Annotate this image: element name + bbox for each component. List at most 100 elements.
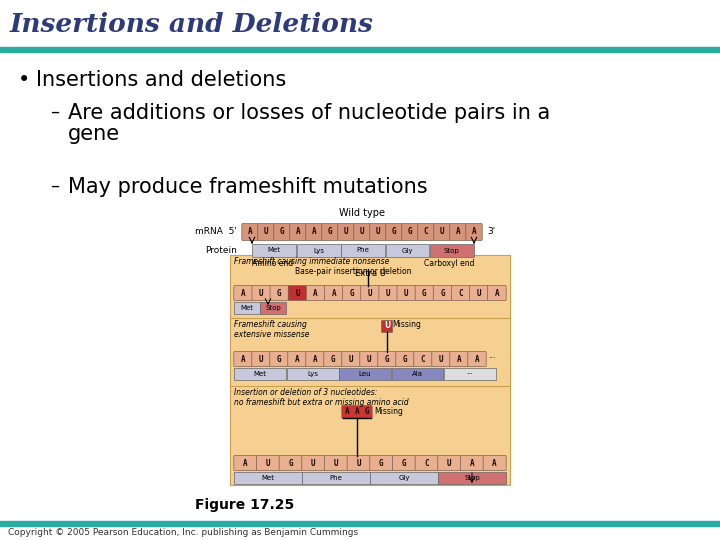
Text: Wild type: Wild type [339, 208, 385, 218]
Bar [385, 244, 429, 256]
Bar [0, 47, 720, 52]
Text: Extra U: Extra U [354, 269, 385, 278]
Text: A: A [345, 408, 349, 416]
Text: G: G [330, 354, 336, 363]
Text: Insertion or deletion of 3 nucleotides:
no frameshift but extra or missing amino: Insertion or deletion of 3 nucleotides: … [234, 388, 409, 407]
Bar [341, 244, 385, 256]
Text: U: U [295, 288, 300, 298]
Text: ···: ··· [467, 371, 473, 377]
FancyBboxPatch shape [361, 286, 379, 300]
FancyBboxPatch shape [343, 286, 361, 300]
Text: Copyright © 2005 Pearson Education, Inc. publishing as Benjamin Cummings: Copyright © 2005 Pearson Education, Inc.… [8, 528, 358, 537]
Text: A: A [248, 227, 252, 237]
Text: A: A [492, 458, 497, 468]
Text: G: G [276, 354, 282, 363]
FancyBboxPatch shape [242, 224, 258, 240]
FancyBboxPatch shape [322, 224, 338, 240]
Bar [234, 302, 260, 314]
FancyBboxPatch shape [461, 456, 484, 470]
FancyBboxPatch shape [252, 352, 270, 367]
Text: A: A [474, 354, 480, 363]
Text: G: G [277, 288, 282, 298]
FancyBboxPatch shape [270, 286, 289, 300]
Text: A: A [355, 408, 359, 416]
Text: Phe: Phe [356, 247, 369, 253]
Text: G: G [365, 408, 369, 416]
FancyBboxPatch shape [342, 352, 360, 367]
FancyBboxPatch shape [379, 286, 397, 300]
FancyBboxPatch shape [370, 224, 386, 240]
Text: U: U [477, 288, 481, 298]
Text: G: G [402, 458, 406, 468]
Text: Frameshift causing
extensive missense: Frameshift causing extensive missense [234, 320, 310, 340]
Text: G: G [422, 288, 427, 298]
FancyBboxPatch shape [415, 286, 433, 300]
Text: Met: Met [261, 475, 274, 481]
Bar [261, 302, 286, 314]
FancyBboxPatch shape [402, 224, 418, 240]
Text: –: – [50, 177, 59, 195]
Text: U: U [404, 288, 408, 298]
Bar [444, 368, 495, 380]
Bar [302, 472, 369, 484]
Text: –: – [50, 103, 59, 121]
Text: U: U [376, 227, 380, 237]
Text: C: C [459, 288, 463, 298]
FancyBboxPatch shape [360, 352, 378, 367]
FancyBboxPatch shape [466, 224, 482, 240]
FancyBboxPatch shape [352, 406, 362, 419]
FancyBboxPatch shape [469, 286, 488, 300]
Text: Figure 17.25: Figure 17.25 [195, 498, 294, 512]
Bar [252, 244, 296, 256]
Text: Missing: Missing [374, 408, 403, 416]
FancyBboxPatch shape [354, 224, 370, 240]
Text: U: U [384, 321, 390, 330]
Bar [0, 521, 720, 526]
Text: Insertions and deletions: Insertions and deletions [36, 70, 287, 90]
Text: Stop: Stop [464, 475, 480, 481]
Text: G: G [402, 354, 408, 363]
Text: 3': 3' [487, 227, 495, 237]
FancyBboxPatch shape [392, 456, 415, 470]
FancyBboxPatch shape [438, 456, 461, 470]
Text: G: G [408, 227, 413, 237]
Text: G: G [288, 458, 293, 468]
Text: A: A [296, 227, 300, 237]
FancyBboxPatch shape [270, 352, 288, 367]
Text: A: A [472, 227, 477, 237]
FancyBboxPatch shape [289, 224, 306, 240]
FancyBboxPatch shape [274, 224, 290, 240]
Text: Met: Met [240, 305, 253, 311]
Text: Lys: Lys [313, 247, 324, 253]
FancyBboxPatch shape [450, 224, 467, 240]
FancyBboxPatch shape [451, 286, 470, 300]
FancyBboxPatch shape [370, 456, 393, 470]
Text: A: A [331, 288, 336, 298]
Text: U: U [440, 227, 444, 237]
Text: U: U [366, 354, 372, 363]
Text: G: G [384, 354, 390, 363]
Text: A: A [294, 354, 300, 363]
Bar [438, 472, 505, 484]
Text: U: U [360, 227, 364, 237]
FancyBboxPatch shape [258, 224, 274, 240]
Text: U: U [447, 458, 451, 468]
Text: U: U [348, 354, 354, 363]
Text: Carboxyl end: Carboxyl end [423, 259, 474, 268]
Text: U: U [266, 458, 270, 468]
Text: Insertions and Deletions: Insertions and Deletions [10, 12, 374, 37]
Text: U: U [259, 288, 264, 298]
Text: Gly: Gly [398, 475, 410, 481]
Text: A: A [312, 227, 316, 237]
FancyBboxPatch shape [325, 456, 348, 470]
Text: Phe: Phe [330, 475, 343, 481]
Text: C: C [420, 354, 426, 363]
Text: Ala: Ala [412, 371, 423, 377]
FancyBboxPatch shape [338, 224, 354, 240]
Text: U: U [333, 458, 338, 468]
FancyBboxPatch shape [382, 321, 392, 333]
FancyBboxPatch shape [362, 406, 372, 419]
Text: U: U [386, 288, 390, 298]
FancyBboxPatch shape [396, 352, 414, 367]
FancyBboxPatch shape [306, 352, 324, 367]
